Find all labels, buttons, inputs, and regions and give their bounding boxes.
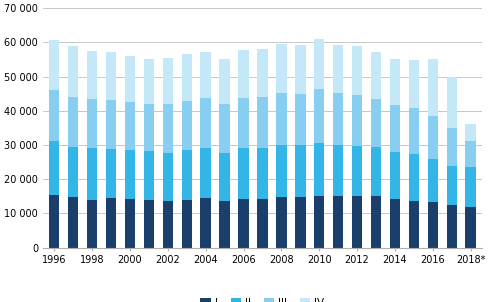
Bar <box>238 148 249 199</box>
Bar <box>465 141 476 167</box>
Bar <box>68 47 79 97</box>
Bar <box>144 104 154 151</box>
Bar <box>371 52 381 99</box>
Bar <box>125 56 135 101</box>
Bar <box>276 197 287 248</box>
Bar <box>125 150 135 199</box>
Bar <box>295 197 305 248</box>
Bar <box>257 97 268 148</box>
Bar <box>68 197 79 248</box>
Bar <box>333 45 343 93</box>
Bar <box>371 147 381 196</box>
Bar <box>87 200 97 248</box>
Bar <box>428 59 438 116</box>
Bar <box>428 159 438 202</box>
Bar <box>295 45 305 94</box>
Bar <box>144 200 154 248</box>
Bar <box>465 167 476 207</box>
Bar <box>409 108 419 154</box>
Bar <box>49 195 59 248</box>
Bar <box>182 54 192 101</box>
Bar <box>314 39 325 89</box>
Bar <box>333 145 343 196</box>
Bar <box>276 44 287 93</box>
Bar <box>200 98 211 148</box>
Bar <box>257 148 268 199</box>
Bar <box>371 99 381 147</box>
Bar <box>352 146 362 196</box>
Bar <box>333 196 343 248</box>
Bar <box>390 59 400 105</box>
Bar <box>465 207 476 248</box>
Bar <box>390 152 400 199</box>
Bar <box>390 105 400 152</box>
Bar <box>87 148 97 200</box>
Bar <box>238 98 249 148</box>
Bar <box>314 89 325 143</box>
Bar <box>371 196 381 248</box>
Bar <box>219 153 230 201</box>
Bar <box>200 148 211 198</box>
Bar <box>352 196 362 248</box>
Bar <box>68 147 79 197</box>
Bar <box>163 153 173 201</box>
Bar <box>219 104 230 153</box>
Bar <box>352 46 362 95</box>
Bar <box>409 154 419 201</box>
Bar <box>446 77 457 128</box>
Bar <box>182 150 192 200</box>
Bar <box>276 145 287 197</box>
Bar <box>409 201 419 248</box>
Bar <box>87 99 97 148</box>
Bar <box>446 205 457 248</box>
Bar <box>163 59 173 104</box>
Bar <box>390 199 400 248</box>
Bar <box>219 201 230 248</box>
Bar <box>238 199 249 248</box>
Bar <box>163 104 173 153</box>
Bar <box>465 124 476 141</box>
Bar <box>333 93 343 145</box>
Bar <box>314 143 325 196</box>
Bar <box>106 100 116 149</box>
Bar <box>125 101 135 150</box>
Bar <box>446 166 457 205</box>
Bar <box>200 52 211 98</box>
Bar <box>276 93 287 145</box>
Bar <box>125 199 135 248</box>
Bar <box>200 198 211 248</box>
Bar <box>257 199 268 248</box>
Bar <box>106 52 116 100</box>
Bar <box>68 97 79 147</box>
Bar <box>106 198 116 248</box>
Bar <box>428 116 438 159</box>
Bar <box>49 90 59 141</box>
Bar <box>49 40 59 90</box>
Bar <box>295 145 305 197</box>
Bar <box>257 49 268 97</box>
Bar <box>106 149 116 198</box>
Bar <box>352 95 362 146</box>
Bar <box>163 201 173 248</box>
Bar <box>428 202 438 248</box>
Bar <box>446 128 457 166</box>
Bar <box>144 59 154 104</box>
Bar <box>87 51 97 99</box>
Bar <box>182 200 192 248</box>
Bar <box>314 196 325 248</box>
Bar <box>219 59 230 104</box>
Bar <box>238 50 249 98</box>
Bar <box>49 141 59 195</box>
Bar <box>144 151 154 200</box>
Bar <box>409 60 419 108</box>
Bar <box>182 101 192 150</box>
Bar <box>295 94 305 145</box>
Legend: I, II, III, IV: I, II, III, IV <box>196 294 328 302</box>
